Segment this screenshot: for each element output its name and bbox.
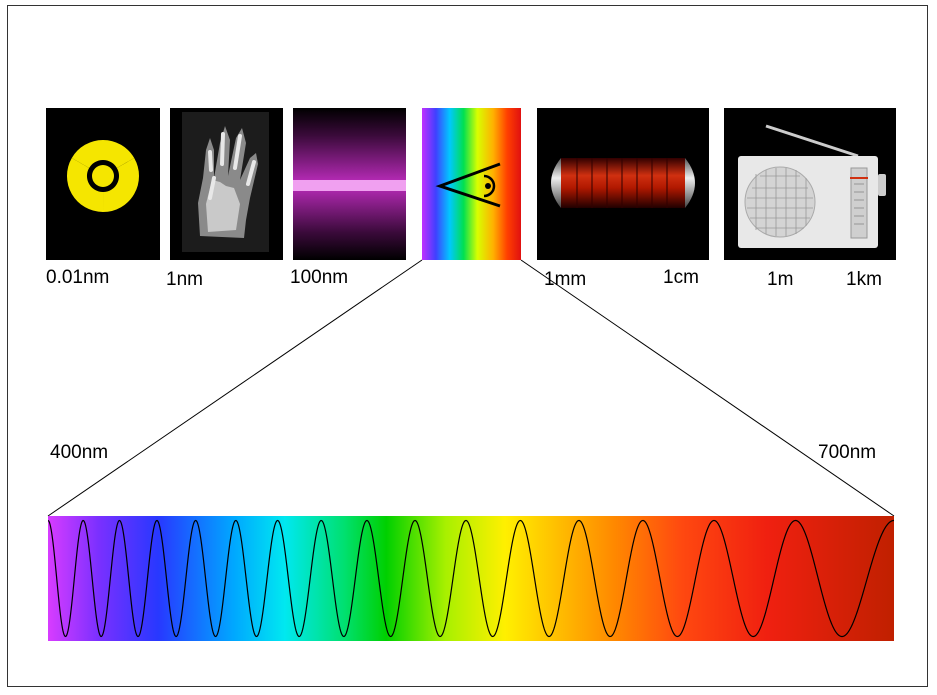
xray-hand-icon bbox=[182, 112, 269, 252]
xray-panel bbox=[170, 108, 283, 260]
visible-spectrum-bar bbox=[48, 516, 894, 641]
label-400nm: 400nm bbox=[50, 442, 109, 463]
label-0-01nm: 0.01nm bbox=[46, 267, 110, 288]
magnetron-icon bbox=[551, 158, 695, 208]
ultraviolet-panel bbox=[293, 108, 406, 260]
label-1nm: 1nm bbox=[166, 269, 203, 290]
label-1cm: 1cm bbox=[663, 267, 699, 288]
light-wave-curve bbox=[48, 519, 894, 638]
radio-receiver-icon bbox=[738, 124, 886, 248]
microwave-panel bbox=[537, 108, 709, 260]
radio-panel bbox=[724, 108, 896, 260]
label-1m: 1m bbox=[767, 269, 794, 290]
eye-icon bbox=[435, 162, 501, 208]
radiation-hazard-icon bbox=[66, 139, 140, 213]
visible-light-panel bbox=[422, 108, 521, 260]
label-100nm: 100nm bbox=[290, 267, 349, 288]
label-1km: 1km bbox=[846, 269, 882, 290]
uv-lamp-icon bbox=[293, 180, 406, 191]
label-1mm: 1mm bbox=[544, 269, 587, 290]
label-700nm: 700nm bbox=[818, 442, 877, 463]
gamma-ray-panel bbox=[46, 108, 160, 260]
